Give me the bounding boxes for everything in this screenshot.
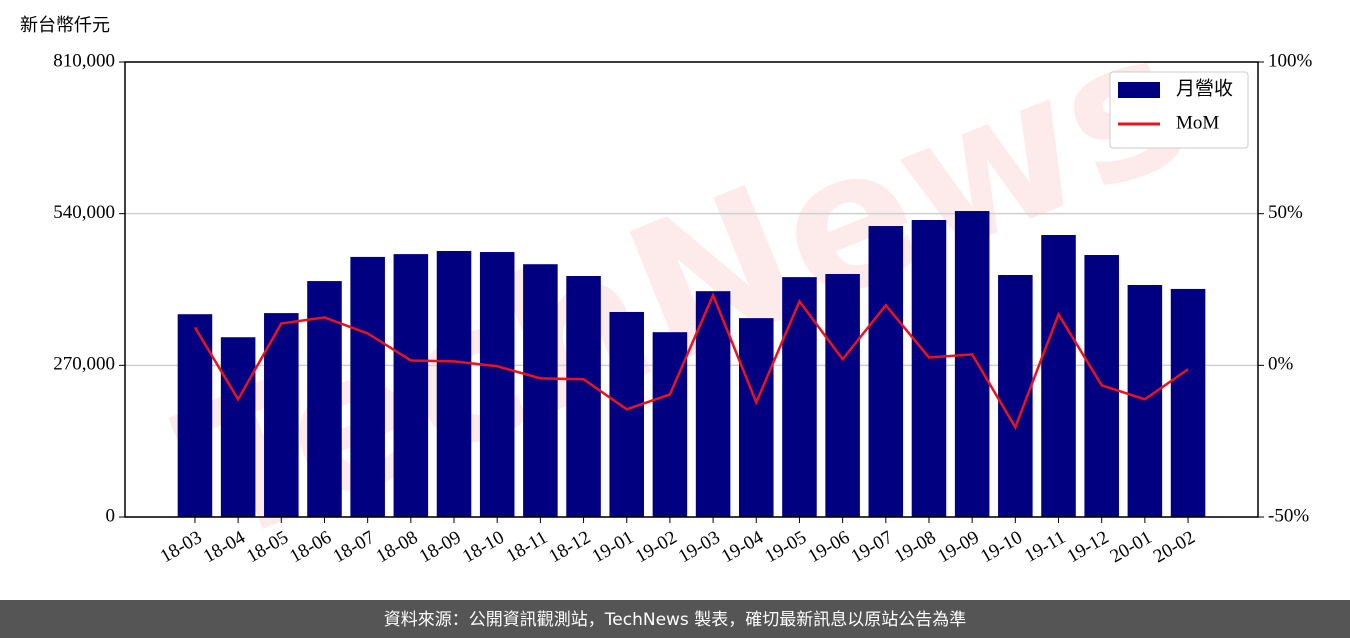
y2-tick-label: 50% xyxy=(1268,202,1303,223)
x-tick-label: 18-03 xyxy=(157,527,206,567)
y-tick-label: 0 xyxy=(106,505,116,526)
y-axis-label: 新台幣仟元 xyxy=(20,15,110,35)
bar xyxy=(566,276,601,517)
x-tick-label: 19-04 xyxy=(718,527,767,568)
x-tick-label: 19-09 xyxy=(934,527,983,567)
x-tick-label: 18-12 xyxy=(545,527,594,567)
x-tick-label: 20-02 xyxy=(1150,527,1199,567)
bar xyxy=(825,273,860,517)
bar xyxy=(1170,288,1206,517)
legend-swatch xyxy=(1118,82,1160,98)
bar xyxy=(350,256,385,517)
y2-tick-label: 100% xyxy=(1268,50,1313,71)
x-tick-label: 18-11 xyxy=(503,527,551,567)
x-tick-label: 19-10 xyxy=(977,527,1026,567)
x-tick-label: 19-08 xyxy=(891,527,940,567)
y-tick-label: 540,000 xyxy=(53,202,115,223)
bar xyxy=(393,254,429,517)
x-tick-label: 19-06 xyxy=(804,527,853,567)
y-tick-label: 270,000 xyxy=(53,354,115,375)
bar xyxy=(523,264,558,517)
bar xyxy=(1127,285,1163,517)
bar xyxy=(220,337,256,517)
footer-band xyxy=(0,600,1350,638)
bar xyxy=(868,226,904,517)
y2-tick-label: 0% xyxy=(1268,354,1294,375)
bar xyxy=(695,291,731,517)
bar xyxy=(911,220,947,517)
bar xyxy=(954,211,990,517)
bar xyxy=(177,314,213,517)
bar xyxy=(436,251,472,517)
x-tick-label: 19-07 xyxy=(848,527,897,567)
bar xyxy=(479,252,515,517)
bar xyxy=(652,332,688,517)
x-tick-label: 19-12 xyxy=(1063,527,1112,567)
x-tick-label: 18-08 xyxy=(373,527,422,567)
x-tick-label: 18-10 xyxy=(459,527,508,567)
x-tick-label: 19-05 xyxy=(761,527,810,567)
y-tick-label: 810,000 xyxy=(53,50,115,71)
bar xyxy=(738,318,774,517)
x-tick-label: 19-03 xyxy=(675,527,724,567)
bar xyxy=(782,277,817,517)
bar xyxy=(264,313,299,517)
x-tick-label: 18-09 xyxy=(416,527,465,567)
x-tick-label: 19-02 xyxy=(632,527,681,567)
y2-tick-label: -50% xyxy=(1268,505,1309,526)
legend-label: 月營收 xyxy=(1176,77,1233,99)
footer: 資料來源：公開資訊觀測站，TechNews 製表，確切最新訊息以原站公告為準 xyxy=(384,610,966,630)
x-tick-label: 19-01 xyxy=(589,527,638,567)
plot-frame xyxy=(124,61,1259,518)
legend-label: MoM xyxy=(1176,112,1219,133)
bar xyxy=(609,311,645,517)
bar xyxy=(1041,235,1076,518)
x-tick-label: 20-01 xyxy=(1107,527,1156,567)
line xyxy=(193,292,1189,431)
x-tick-label: 19-11 xyxy=(1021,527,1069,567)
